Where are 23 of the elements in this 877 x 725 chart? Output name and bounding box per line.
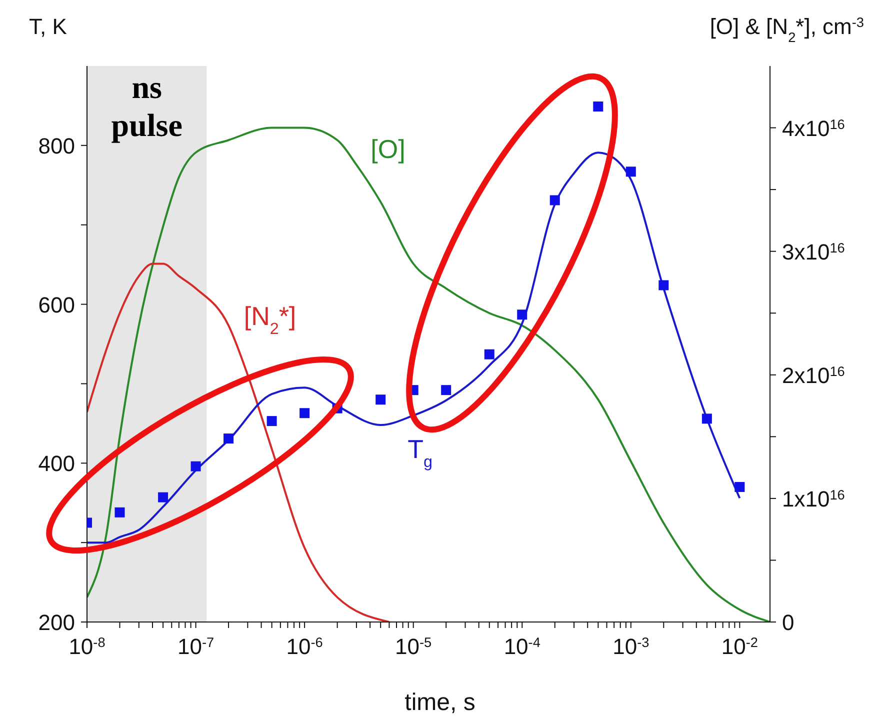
x-tick-label: 10$^{-7}$ <box>177 634 214 659</box>
y2-axis-title: [O] & [N$_{2}$*], cm$^{-3}$ <box>710 14 864 44</box>
band-label: ns pulse <box>111 69 182 143</box>
series-label: T$_{g}$ <box>408 434 432 471</box>
y2-tick-label: 4x10$^{16}$ <box>782 116 845 141</box>
y-tick-label: 600 <box>38 292 75 318</box>
x-tick-label: 10$^{-3}$ <box>612 634 650 659</box>
y2-tick-label: 3x10$^{16}$ <box>782 239 845 264</box>
series-label: [O] <box>370 134 406 164</box>
y-axis-title: T, K <box>29 14 68 39</box>
y-tick-label: 400 <box>38 451 75 476</box>
y-tick-label: 200 <box>38 610 75 635</box>
x-tick-label: 10$^{-4}$ <box>504 634 541 659</box>
y2-tick-label: 1x10$^{16}$ <box>782 486 845 512</box>
y-tick-label: 800 <box>38 133 75 158</box>
y2-tick-label: 0 <box>782 610 794 635</box>
x-tick-label: 10$^{-8}$ <box>68 634 106 659</box>
series-label: [N$_{2}$*] <box>244 301 296 338</box>
x-tick-label: 10$^{-6}$ <box>286 634 323 659</box>
y2-tick-label: 2x10$^{16}$ <box>782 362 845 388</box>
x-axis-title: time, s <box>404 689 476 716</box>
x-tick-label: 10$^{-2}$ <box>721 634 758 659</box>
x-tick-label: 10$^{-5}$ <box>395 634 432 659</box>
